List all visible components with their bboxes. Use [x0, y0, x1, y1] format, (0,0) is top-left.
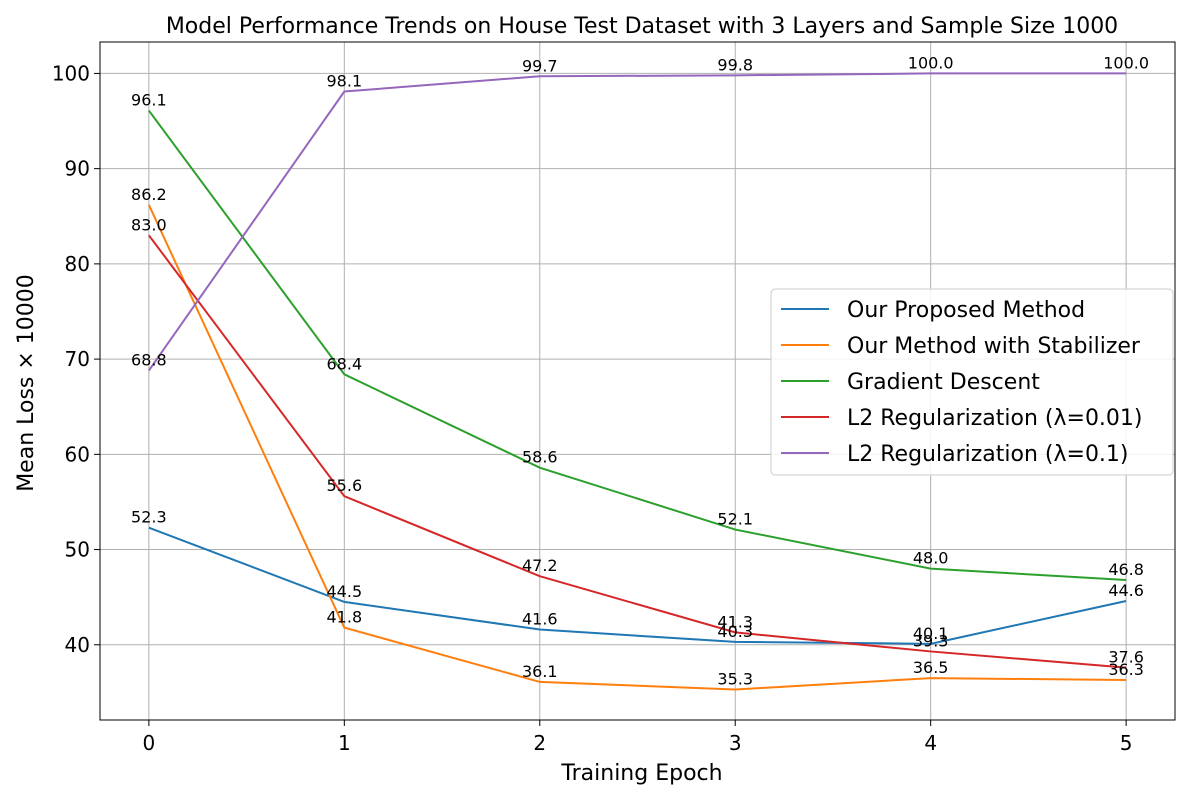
x-axis-label: Training Epoch — [560, 761, 722, 786]
data-label: 98.1 — [327, 72, 363, 91]
x-tick-label: 5 — [1120, 731, 1133, 755]
data-label: 44.6 — [1108, 581, 1144, 600]
data-label: 55.6 — [327, 476, 363, 495]
data-label: 86.2 — [131, 185, 167, 204]
data-label: 52.1 — [717, 510, 753, 529]
data-label: 52.3 — [131, 508, 167, 527]
chart-title: Model Performance Trends on House Test D… — [166, 14, 1118, 39]
y-axis-label: Mean Loss × 10000 — [14, 274, 39, 492]
data-label: 68.8 — [131, 351, 167, 370]
legend-entry: Our Method with Stabilizer — [847, 334, 1141, 359]
data-label: 40.1 — [913, 624, 949, 643]
series-line — [148, 526, 1127, 645]
data-label: 37.6 — [1108, 648, 1144, 667]
x-tick-label: 4 — [924, 731, 937, 755]
data-label: 48.0 — [913, 549, 949, 568]
x-tick-label: 3 — [729, 731, 742, 755]
data-label: 99.7 — [522, 56, 558, 75]
series-line — [148, 109, 1127, 582]
data-label: 83.0 — [131, 215, 167, 234]
data-label: 68.4 — [327, 354, 363, 373]
data-label: 41.6 — [522, 610, 558, 629]
series-line — [147, 204, 1127, 691]
data-label: 36.3 — [1108, 660, 1144, 679]
legend-entry: L2 Regularization (λ=0.1) — [847, 442, 1129, 467]
y-tick-label: 80 — [65, 252, 90, 276]
x-tick-label: 0 — [142, 731, 155, 755]
data-label: 58.6 — [522, 448, 558, 467]
data-label: 41.8 — [327, 608, 363, 627]
data-labels: 52.3 44.5 41.6 40.3 40.1 44.6 86.2 41.8 36.1 35.3… — [131, 53, 1149, 688]
y-tick-label: 40 — [65, 633, 90, 657]
series-lines — [147, 72, 1127, 691]
data-label: 36.1 — [522, 662, 558, 681]
legend-entry: Gradient Descent — [847, 370, 1040, 395]
data-label: 35.3 — [717, 670, 753, 689]
y-tick-label: 60 — [65, 442, 90, 466]
data-label: 99.8 — [717, 55, 753, 74]
x-axis-ticks: 0 1 2 3 4 5 — [142, 720, 1133, 755]
data-label: 44.5 — [327, 582, 363, 601]
data-label: 39.3 — [913, 631, 949, 650]
plot-frame — [99, 41, 1176, 721]
y-tick-label: 90 — [65, 157, 90, 181]
data-label: 100.0 — [1103, 53, 1149, 72]
y-tick-label: 50 — [65, 538, 90, 562]
data-label: 47.2 — [522, 556, 558, 575]
series-line — [148, 72, 1127, 372]
legend-box — [770, 288, 1174, 476]
legend: Our Proposed Method Our Method with Stabi… — [770, 288, 1174, 476]
y-axis-ticks: 40 50 60 70 80 90 100 — [52, 61, 100, 657]
data-label: 46.8 — [1108, 560, 1144, 579]
y-tick-label: 70 — [65, 347, 90, 371]
legend-entry: L2 Regularization (λ=0.01) — [847, 406, 1143, 431]
data-label: 96.1 — [131, 91, 167, 110]
y-tick-label: 100 — [52, 61, 90, 85]
data-label: 41.3 — [717, 612, 753, 631]
x-tick-label: 1 — [338, 731, 351, 755]
legend-entry: Our Proposed Method — [847, 298, 1085, 323]
data-label: 40.3 — [717, 622, 753, 641]
data-label: 36.5 — [913, 658, 949, 677]
series-line — [148, 234, 1127, 669]
x-tick-label: 2 — [533, 731, 546, 755]
data-label: 100.0 — [908, 53, 954, 72]
